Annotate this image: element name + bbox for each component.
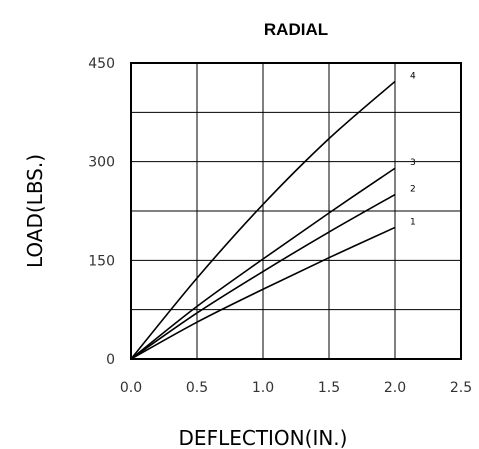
series-line-2	[130, 193, 396, 360]
series-line-3	[130, 167, 396, 360]
x-tick-label: 0.5	[186, 380, 208, 396]
grid	[131, 63, 461, 359]
x-tick-label: 2.5	[450, 380, 472, 396]
x-tick-label: 0.0	[120, 380, 142, 396]
x-tick-label: 2.0	[384, 380, 406, 396]
series-label-2: 2	[410, 185, 416, 195]
y-tick-label: 300	[88, 155, 115, 171]
x-tick-label: 1.0	[252, 380, 274, 396]
x-axis-label: DEFLECTION(IN.)	[179, 426, 348, 449]
series-line-1	[130, 226, 396, 360]
series-line-4	[130, 80, 396, 360]
y-tick-label: 0	[106, 352, 115, 368]
series-label-4: 4	[410, 71, 416, 81]
y-tick-label: 150	[88, 253, 115, 269]
chart-title: RADIAL	[264, 20, 328, 39]
x-tick-label: 1.5	[318, 380, 340, 396]
plot-frame	[130, 62, 462, 360]
series-group: 1 2 3 4	[130, 71, 416, 360]
y-axis-label: LOAD(LBS.)	[23, 154, 47, 268]
y-tick-label: 450	[88, 56, 115, 72]
series-label-1: 1	[410, 217, 416, 227]
series-label-3: 3	[410, 158, 416, 168]
tick-labels: 0.0 0.5 1.0 1.5 2.0 2.5 0 150 300 450	[88, 56, 472, 396]
